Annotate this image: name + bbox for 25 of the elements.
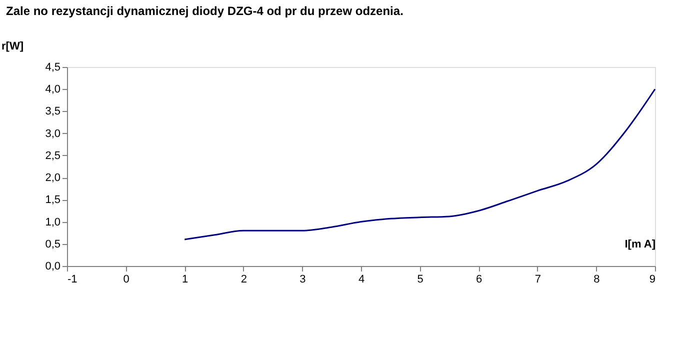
line-series (184, 88, 656, 240)
x-tick-label: -1 (68, 274, 78, 286)
y-tick-label: 0,0 (45, 260, 60, 272)
x-tick-label: 3 (300, 274, 306, 286)
y-tick-label: 0,5 (45, 238, 60, 250)
y-tick-label: 1,5 (45, 194, 60, 206)
x-tick-label: 0 (123, 274, 130, 286)
x-tick-label: 7 (534, 274, 541, 286)
y-tick-label: 2,5 (45, 150, 60, 162)
chart-title: Zale no rezystancji dynamicznej diody DZG-4 od pr du przew odzenia. (6, 4, 404, 18)
x-tick-label: 6 (476, 274, 482, 286)
x-tick-label: 2 (240, 274, 247, 286)
y-tick-label: 2,0 (45, 172, 60, 184)
y-tick-label: 1,0 (45, 216, 60, 228)
y-tick-label: 4,5 (45, 62, 60, 74)
y-tick-label: 3,0 (45, 128, 60, 140)
y-axis-title: r[W] (2, 40, 24, 52)
x-tick-label: 5 (417, 274, 424, 286)
y-tick-label: 4,0 (45, 84, 60, 96)
x-tick-label: 4 (358, 274, 365, 286)
x-tick-label: 8 (594, 274, 600, 286)
x-axis-title: I[m A] (624, 238, 656, 250)
x-tick-label: 1 (182, 274, 188, 286)
x-tick-label: 9 (649, 274, 656, 286)
y-tick-label: 3,5 (45, 106, 60, 118)
